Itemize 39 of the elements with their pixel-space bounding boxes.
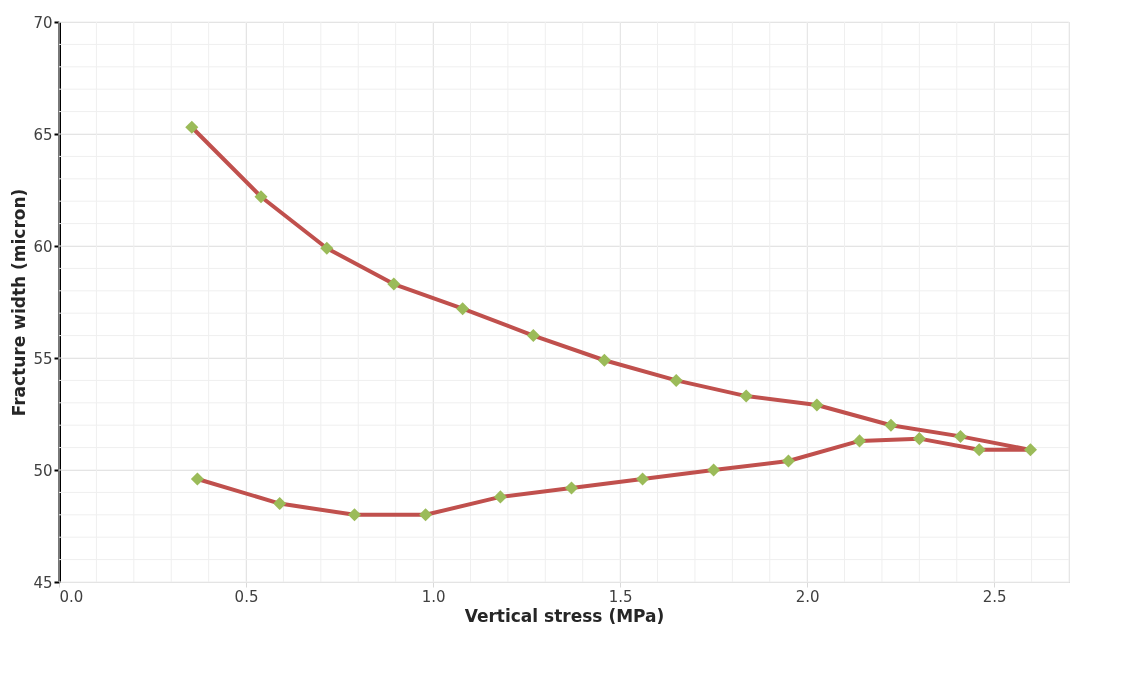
point: [456, 302, 470, 316]
point: [348, 508, 362, 522]
point: [564, 481, 578, 495]
point: [972, 443, 986, 457]
x-tick-label: 0.0: [59, 587, 84, 606]
x-axis-title: Vertical stress (MPa): [464, 605, 665, 626]
y-axis-title: Fracture width (micron): [9, 188, 30, 417]
point: [185, 120, 199, 134]
point: [273, 497, 287, 511]
y-tick-label: 55: [33, 349, 53, 368]
y-tick-label: 70: [33, 13, 53, 32]
y-tick-label: 45: [33, 573, 53, 592]
point: [912, 432, 926, 446]
point: [190, 472, 204, 486]
point: [810, 398, 824, 412]
y-tick-label: 50: [33, 461, 53, 480]
point: [636, 472, 650, 486]
point: [320, 241, 334, 255]
point: [387, 277, 401, 291]
point: [884, 418, 898, 432]
x-tick-label: 1.0: [421, 587, 446, 606]
point: [254, 190, 268, 204]
point: [781, 454, 795, 468]
point: [1023, 443, 1037, 457]
point: [739, 389, 753, 403]
point: [669, 373, 683, 387]
y-tick-label: 65: [33, 125, 53, 144]
x-tick-label: 1.5: [608, 587, 633, 606]
x-tick-label: 0.5: [234, 587, 259, 606]
point: [526, 329, 540, 343]
point: [707, 463, 721, 477]
y-tick-label: 60: [33, 237, 53, 256]
point: [419, 508, 433, 522]
point: [853, 434, 867, 448]
x-tick-label: 2.0: [795, 587, 820, 606]
point: [954, 429, 968, 443]
point: [597, 353, 611, 367]
point: [493, 490, 507, 504]
x-tick-label: 2.5: [982, 587, 1007, 606]
